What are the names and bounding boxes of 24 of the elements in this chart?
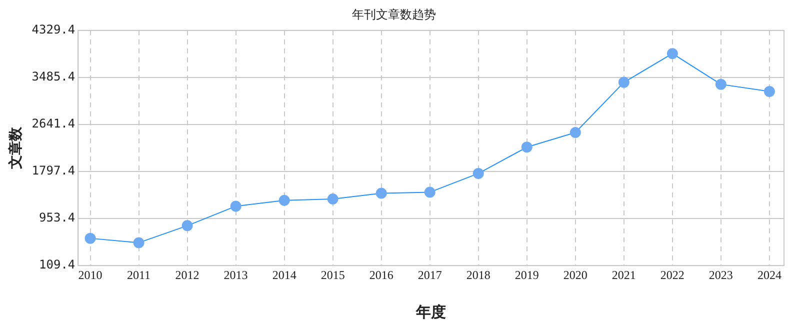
x-tick-label: 2016 <box>369 268 394 282</box>
y-tick-label: 1797.4 <box>32 164 76 178</box>
x-tick-label: 2022 <box>660 268 684 282</box>
y-tick-label: 3485.4 <box>32 70 76 84</box>
x-tick-label: 2015 <box>320 268 345 282</box>
y-tick-label: 953.4 <box>39 210 76 225</box>
x-tick-label: 2021 <box>612 268 636 282</box>
x-tick-label: 2024 <box>757 268 782 282</box>
x-tick-label: 2017 <box>418 268 442 282</box>
x-tick-label: 2023 <box>708 268 733 282</box>
x-tick-label: 2011 <box>127 268 151 282</box>
y-axis-title: 文章数 <box>7 126 24 170</box>
x-tick-label: 2018 <box>466 268 490 282</box>
x-tick-label: 2010 <box>78 268 102 282</box>
chart-title: 年刊文章数趋势 <box>352 7 436 22</box>
x-tick-label: 2020 <box>563 268 588 282</box>
y-tick-label: 2641.4 <box>32 116 76 131</box>
x-tick-label: 2019 <box>514 268 539 282</box>
x-tick-label: 2013 <box>224 268 248 282</box>
x-axis-title: 年度 <box>415 302 446 321</box>
x-tick-label: 2014 <box>272 268 296 282</box>
y-tick-label: 4329.4 <box>32 22 76 37</box>
x-tick-label: 2012 <box>175 268 200 282</box>
y-tick-label: 109.4 <box>39 258 76 272</box>
